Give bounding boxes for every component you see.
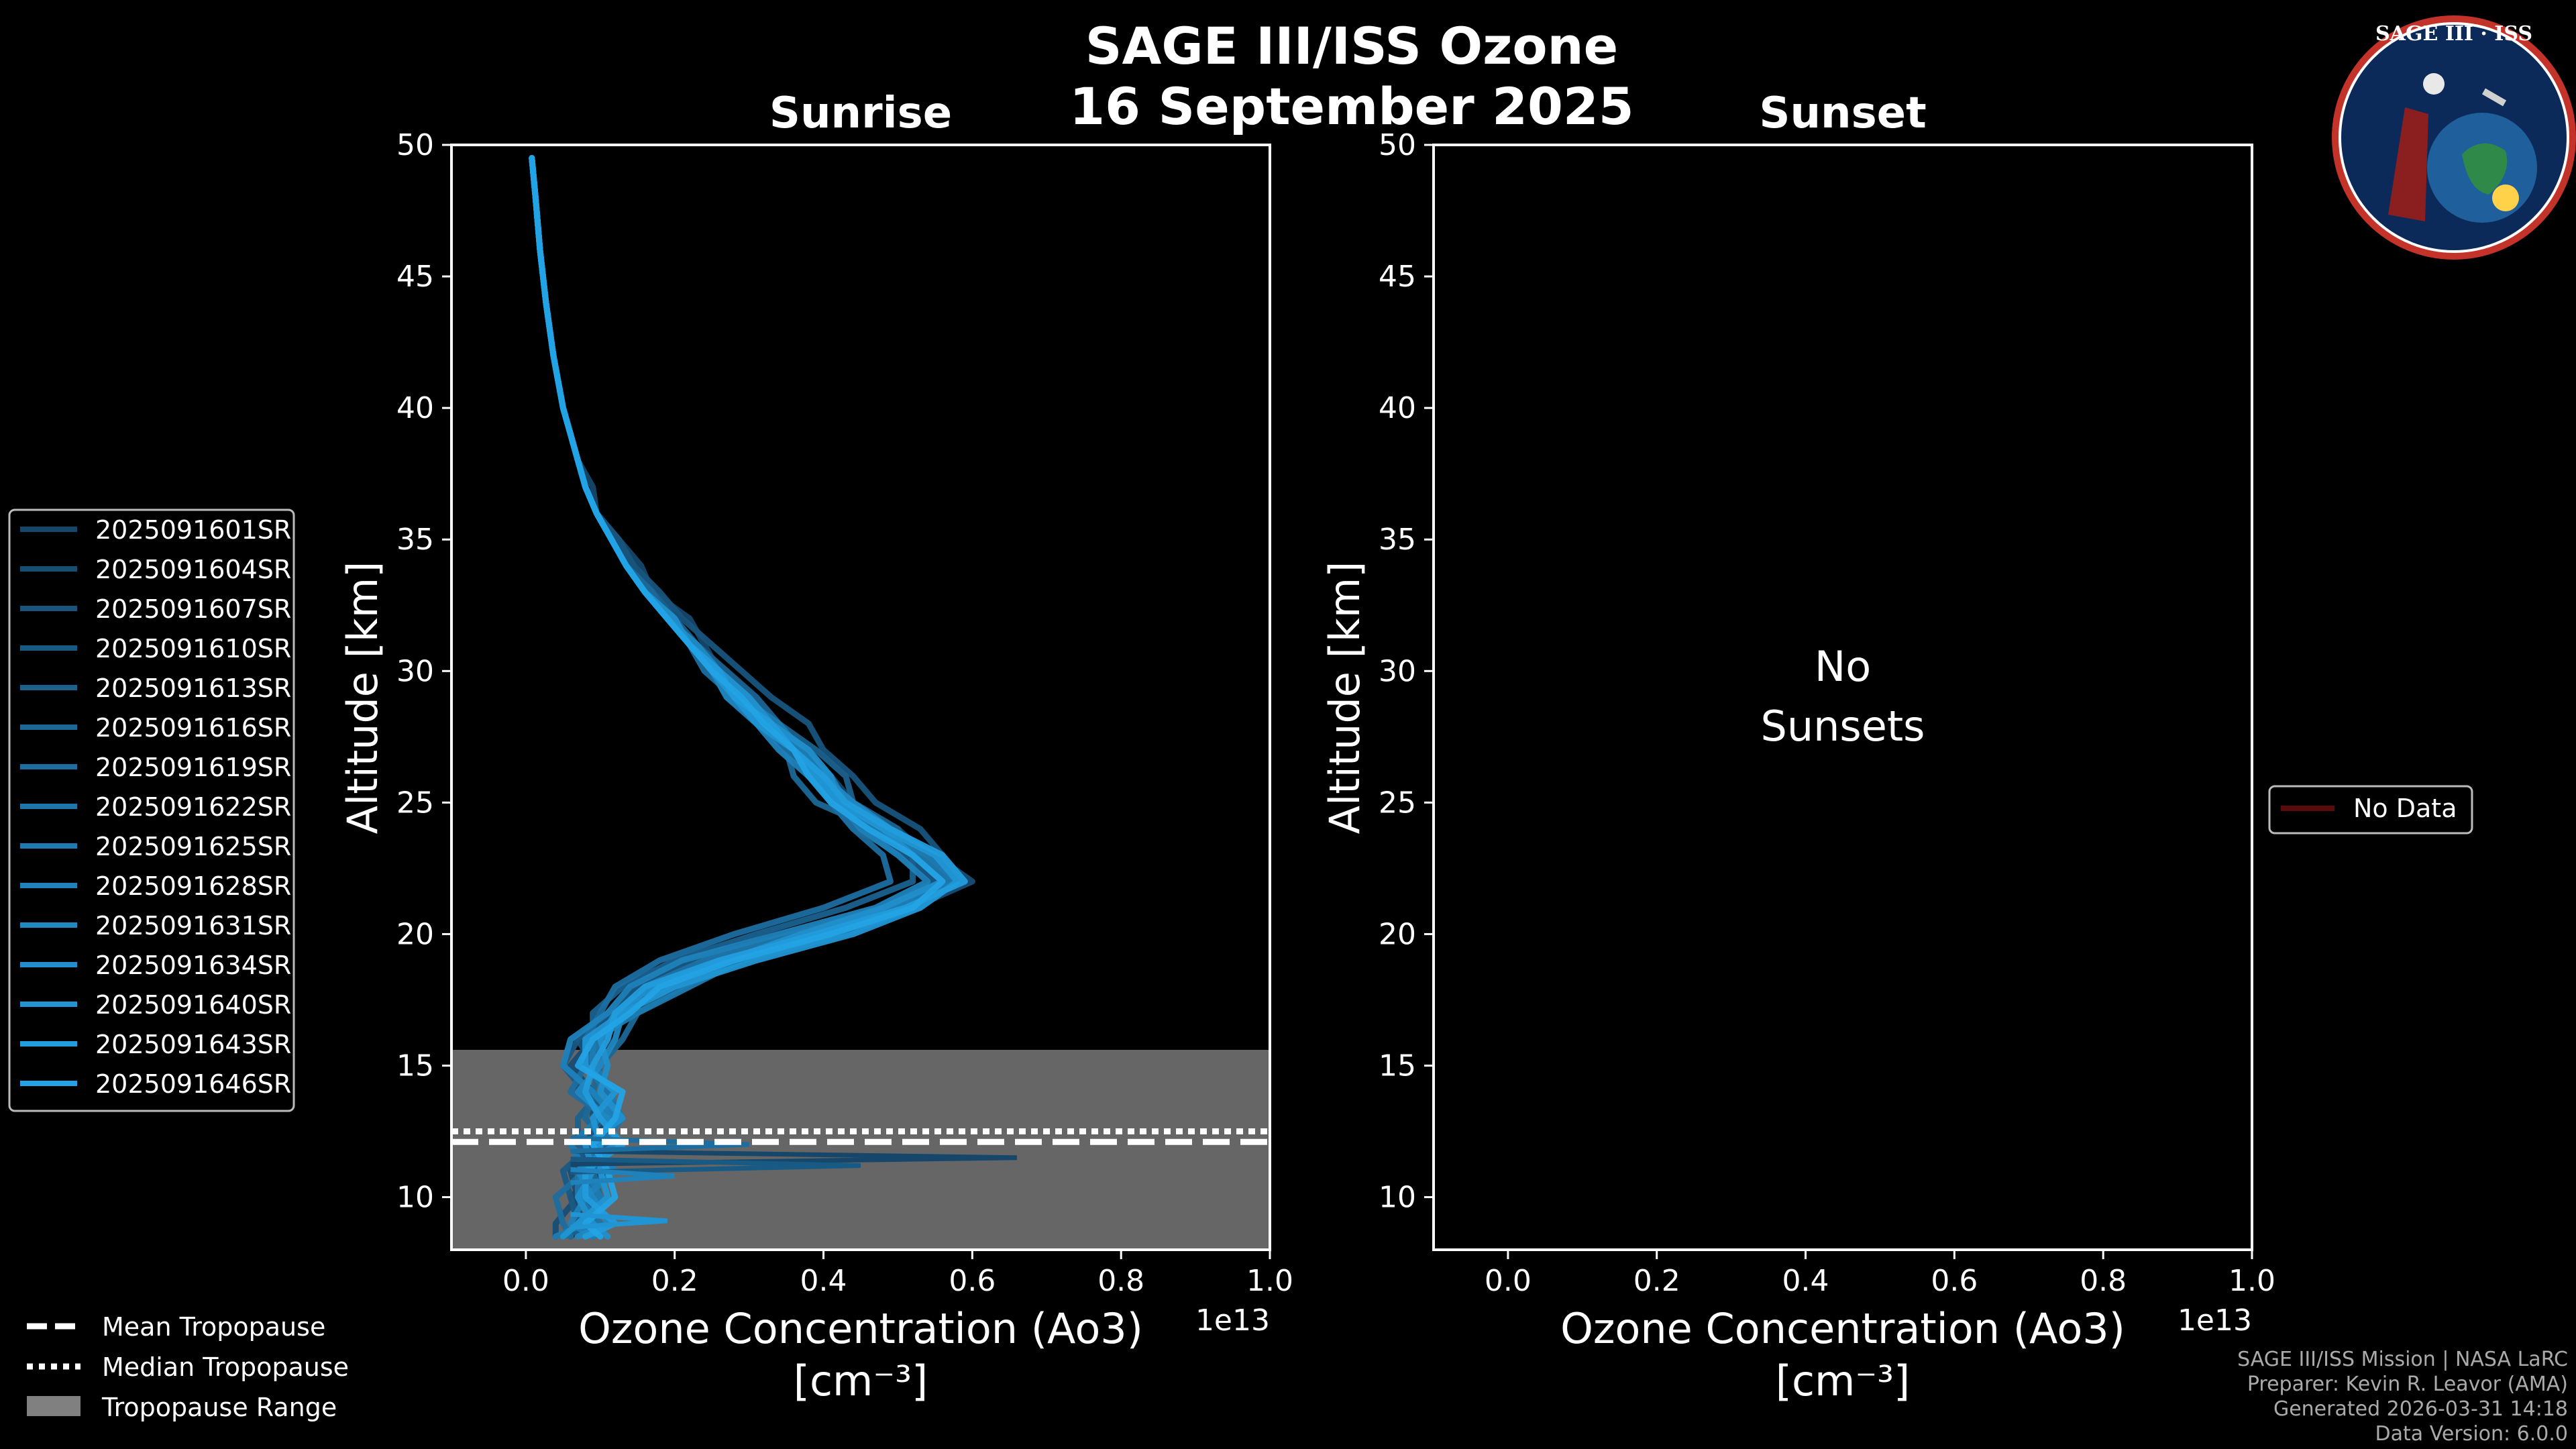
sunrise-xtick-label: 0.2 bbox=[651, 1264, 698, 1298]
sunset-ytick-label: 15 bbox=[1379, 1049, 1416, 1083]
legend-label-2025091613SR: 2025091613SR bbox=[95, 674, 291, 703]
sunrise-legend: 2025091601SR 2025091604SR 2025091607SR 2025… bbox=[8, 508, 295, 1112]
sunrise-ytick-label: 40 bbox=[396, 391, 434, 425]
sunrise-x-multiplier: 1e13 bbox=[1195, 1303, 1270, 1338]
sunset-legend-frame bbox=[2268, 785, 2473, 835]
sunrise-xtick-label: 0.4 bbox=[800, 1264, 847, 1298]
no-sunsets-text-line2: Sunsets bbox=[1760, 702, 1925, 751]
legend-label-2025091622SR: 2025091622SR bbox=[95, 792, 291, 822]
sunset-ytick-label: 30 bbox=[1379, 654, 1416, 688]
sunrise-panel: Sunrise 0.0 0.2 0.4 0.6 0.8 1.0 10 15 20 25 30 35 40… bbox=[338, 89, 1293, 1405]
logo-station-icon bbox=[2481, 88, 2507, 107]
sunset-ticks: 0.0 0.2 0.4 0.6 0.8 1.0 10 15 20 25 30 35 40 45 50 bbox=[1379, 128, 2275, 1298]
mean-tropopause-label: Mean Tropopause bbox=[102, 1312, 325, 1342]
profile-spike bbox=[570, 1157, 861, 1175]
sunrise-axes-frame bbox=[450, 144, 1271, 1251]
sunset-xtick-label: 0.4 bbox=[1782, 1264, 1829, 1298]
sunrise-ytick-label: 50 bbox=[396, 128, 434, 162]
sunrise-ytick-label: 20 bbox=[396, 917, 434, 951]
sunset-ytick-label: 10 bbox=[1379, 1181, 1416, 1215]
legend-label-2025091634SR: 2025091634SR bbox=[95, 951, 291, 980]
sunrise-ticks: 0.0 0.2 0.4 0.6 0.8 1.0 10 15 20 25 30 35 40 45 50 bbox=[396, 128, 1293, 1298]
sunset-panel: Sunset 0.0 0.2 0.4 0.6 0.8 1.0 10 15 20 25 30 35 40 4… bbox=[1320, 89, 2275, 1405]
tropopause-range-swatch bbox=[27, 1396, 80, 1416]
logo-continent-icon bbox=[2462, 143, 2508, 195]
sunrise-xlabel: Ozone Concentration (Ao3) bbox=[578, 1304, 1143, 1353]
profile-spike bbox=[570, 1212, 667, 1230]
figure-title-line2: 16 September 2025 bbox=[1069, 76, 1633, 136]
sunset-ytick-label: 40 bbox=[1379, 391, 1416, 425]
series-line-2025091646SR bbox=[529, 155, 946, 1240]
sunset-legend: No Data bbox=[2268, 785, 2473, 835]
sunrise-ylabel: Altitude [km] bbox=[338, 561, 387, 835]
sunset-ytick-label: 25 bbox=[1379, 786, 1416, 820]
sunrise-xlabel-units: [cm⁻³] bbox=[794, 1356, 928, 1405]
legend-label-2025091628SR: 2025091628SR bbox=[95, 871, 291, 901]
sunrise-ytick-label: 10 bbox=[396, 1181, 434, 1215]
sunset-axes-frame bbox=[1432, 144, 2253, 1251]
no-data-legend-label: No Data bbox=[2353, 794, 2457, 823]
sunrise-xtick-label: 0.0 bbox=[502, 1264, 549, 1298]
sunset-xtick-label: 0.0 bbox=[1485, 1264, 1532, 1298]
sunset-xtick-label: 0.6 bbox=[1931, 1264, 1978, 1298]
sunrise-ytick-label: 25 bbox=[396, 786, 434, 820]
sunrise-ytick-label: 35 bbox=[396, 523, 434, 557]
profile-spike bbox=[570, 1167, 675, 1185]
sunset-ytick-label: 35 bbox=[1379, 523, 1416, 557]
sunrise-title: Sunrise bbox=[769, 89, 952, 138]
sunset-xlabel: Ozone Concentration (Ao3) bbox=[1560, 1304, 2125, 1353]
sunset-xtick-label: 1.0 bbox=[2229, 1264, 2275, 1298]
legend-label-2025091610SR: 2025091610SR bbox=[95, 634, 291, 663]
sunset-title: Sunset bbox=[1759, 89, 1926, 138]
sunrise-legend-frame bbox=[8, 508, 295, 1112]
no-sunsets-text-line1: No bbox=[1815, 642, 1871, 691]
logo-figure-icon bbox=[2388, 107, 2428, 221]
tropopause-legend: Mean Tropopause Median Tropopause Tropop… bbox=[27, 1312, 349, 1422]
logo-sun-icon bbox=[2492, 184, 2519, 211]
sunset-ylabel: Altitude [km] bbox=[1320, 561, 1369, 835]
sunset-xtick-label: 0.8 bbox=[2080, 1264, 2127, 1298]
sunrise-xtick-label: 1.0 bbox=[1246, 1264, 1293, 1298]
legend-label-2025091631SR: 2025091631SR bbox=[95, 911, 291, 941]
legend-label-2025091616SR: 2025091616SR bbox=[95, 713, 291, 743]
profile-spike bbox=[570, 1135, 749, 1154]
tropopause-range-label: Tropopause Range bbox=[101, 1393, 337, 1422]
sunset-x-multiplier: 1e13 bbox=[2178, 1303, 2252, 1338]
figure-title-line1: SAGE III/ISS Ozone bbox=[1085, 16, 1618, 76]
logo-moon-icon bbox=[2423, 73, 2445, 95]
legend-label-2025091619SR: 2025091619SR bbox=[95, 753, 291, 782]
sage-iii-iss-logo: SAGE III · ISS bbox=[2332, 15, 2576, 260]
sunset-ytick-label: 50 bbox=[1379, 128, 1416, 162]
legend-label-2025091604SR: 2025091604SR bbox=[95, 555, 291, 584]
sunset-ytick-label: 20 bbox=[1379, 917, 1416, 951]
legend-label-2025091643SR: 2025091643SR bbox=[95, 1030, 291, 1059]
credit-line-mission: SAGE III/ISS Mission | NASA LaRC bbox=[2237, 1348, 2568, 1371]
legend-label-2025091601SR: 2025091601SR bbox=[95, 515, 291, 545]
credits: SAGE III/ISS Mission | NASA LaRC Prepare… bbox=[2237, 1348, 2568, 1446]
sunrise-ytick-label: 15 bbox=[396, 1049, 434, 1083]
legend-label-2025091640SR: 2025091640SR bbox=[95, 990, 291, 1020]
median-tropopause-label: Median Tropopause bbox=[102, 1352, 349, 1382]
sunrise-xtick-label: 0.8 bbox=[1097, 1264, 1144, 1298]
sunrise-profiles bbox=[529, 155, 1017, 1240]
legend-label-2025091625SR: 2025091625SR bbox=[95, 832, 291, 861]
credit-line-version: Data Version: 6.0.0 bbox=[2375, 1422, 2568, 1446]
sunset-xlabel-units: [cm⁻³] bbox=[1776, 1356, 1910, 1405]
sunset-xtick-label: 0.2 bbox=[1633, 1264, 1680, 1298]
sunrise-xtick-label: 0.6 bbox=[949, 1264, 996, 1298]
credit-line-generated: Generated 2026-03-31 14:18 bbox=[2273, 1397, 2568, 1421]
credit-line-preparer: Preparer: Kevin R. Leavor (AMA) bbox=[2247, 1373, 2568, 1396]
sunrise-ytick-label: 45 bbox=[396, 260, 434, 294]
legend-label-2025091607SR: 2025091607SR bbox=[95, 594, 291, 624]
logo-title: SAGE III · ISS bbox=[2375, 22, 2532, 46]
sunrise-ytick-label: 30 bbox=[396, 654, 434, 688]
sunset-ytick-label: 45 bbox=[1379, 260, 1416, 294]
legend-label-2025091646SR: 2025091646SR bbox=[95, 1069, 291, 1099]
